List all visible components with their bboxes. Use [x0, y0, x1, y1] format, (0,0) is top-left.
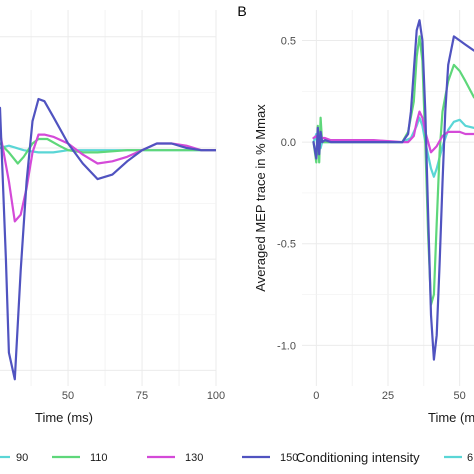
- x-tick-label: 0: [313, 390, 319, 402]
- legend-label-90: 90: [16, 452, 28, 464]
- y-tick-label: 0.5: [281, 35, 296, 47]
- x-axis-title: Time (ms): [428, 410, 474, 425]
- y-tick-label: 0.0: [281, 137, 296, 149]
- x-tick-label: 100: [207, 390, 225, 402]
- x-tick-label: 50: [62, 390, 74, 402]
- legend-title: Conditioning intensity: [296, 450, 420, 465]
- gridlines: [0, 10, 217, 386]
- series-line-130: [312, 110, 474, 154]
- legend-label-110: 110: [90, 452, 108, 464]
- series-line-150: [0, 97, 216, 381]
- panel-a: 50 75 100 Time (ms): [0, 10, 225, 425]
- x-axis-title: Time (ms): [35, 410, 93, 425]
- x-tick-label: 75: [136, 390, 148, 402]
- series-line-110: [312, 35, 474, 306]
- series-line-90: [312, 116, 474, 178]
- y-tick-label: -1.0: [277, 340, 296, 352]
- legend-label-b-first: 6: [467, 452, 473, 464]
- series-line-110: [0, 137, 216, 165]
- y-tick-label: -0.5: [277, 239, 296, 251]
- x-tick-label: 25: [382, 390, 394, 402]
- series-line-150: [312, 19, 474, 361]
- series-group: [312, 19, 474, 361]
- x-tick-label: 50: [454, 390, 466, 402]
- series-group: [0, 97, 216, 381]
- legend-label-130: 130: [185, 452, 203, 464]
- panel-label: B: [237, 3, 246, 19]
- y-axis-title: Averaged MEP trace in % Mmax: [253, 104, 268, 292]
- legend-label-150: 150: [280, 452, 298, 464]
- panel-b: 0 25 50 -1.0 -0.5 0.0 0.5 Time (ms) Averaged MEP…: [237, 3, 474, 425]
